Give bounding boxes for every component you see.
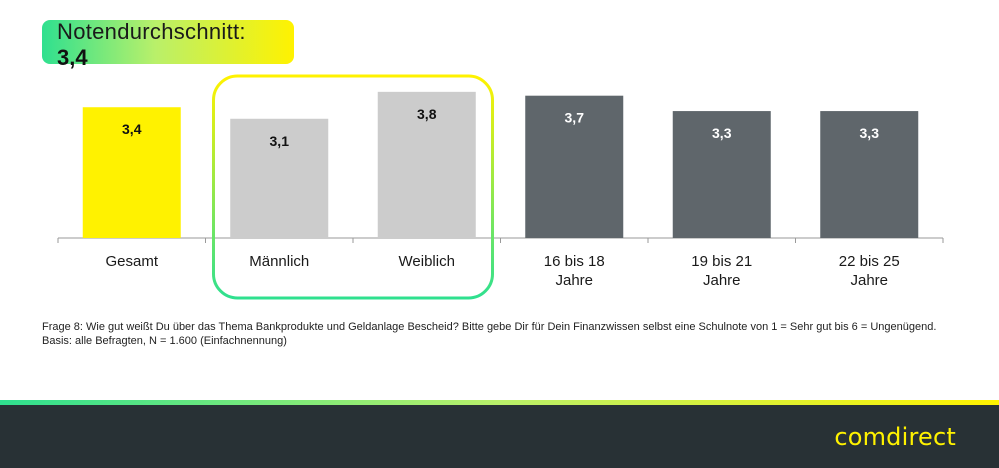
x-tick-label: 22 bis 25: [839, 253, 900, 270]
highlight-box: [212, 74, 494, 300]
data-label-5: 3,3: [860, 125, 880, 141]
x-tick-label: Männlich: [249, 253, 309, 270]
bar-chart: 3,4 Gesamt 3,1 Männlich 3,8 Weiblich 3,7 16 bis…: [57, 74, 944, 300]
x-tick-label: Weiblich: [399, 253, 455, 270]
average-grade-value: 3,4: [57, 45, 88, 70]
footer-bar: comdirect: [0, 405, 999, 468]
gradient-band: [0, 400, 999, 405]
x-tick-label: 19 bis 21: [691, 253, 752, 270]
bar-0: [82, 107, 181, 238]
x-tick-label: Jahre: [555, 272, 593, 289]
x-tick-label: Gesamt: [105, 253, 158, 270]
page-title: Notendurchschnitt:: [57, 19, 246, 44]
footnote-basis: Basis: alle Befragten, N = 1.600 (Einfac…: [42, 334, 287, 347]
data-label-1: 3,1: [270, 133, 290, 149]
bar-4: [672, 111, 771, 238]
data-label-4: 3,3: [712, 125, 732, 141]
data-label-2: 3,8: [417, 106, 437, 122]
comdirect-logo: comdirect: [834, 423, 956, 451]
x-tick-label: 16 bis 18: [544, 253, 605, 270]
bar-3: [525, 95, 624, 238]
footnote: Frage 8: Wie gut weißt Du über das Thema…: [42, 321, 962, 348]
bar-2: [377, 91, 476, 238]
bar-5: [820, 111, 919, 238]
x-tick-label: Jahre: [850, 272, 888, 289]
data-label-0: 3,4: [122, 121, 142, 137]
footnote-question: Frage 8: Wie gut weißt Du über das Thema…: [42, 321, 937, 333]
header-badge: [42, 20, 294, 64]
data-label-3: 3,7: [565, 110, 585, 126]
x-tick-label: Jahre: [703, 272, 741, 289]
bar-1: [230, 118, 329, 238]
